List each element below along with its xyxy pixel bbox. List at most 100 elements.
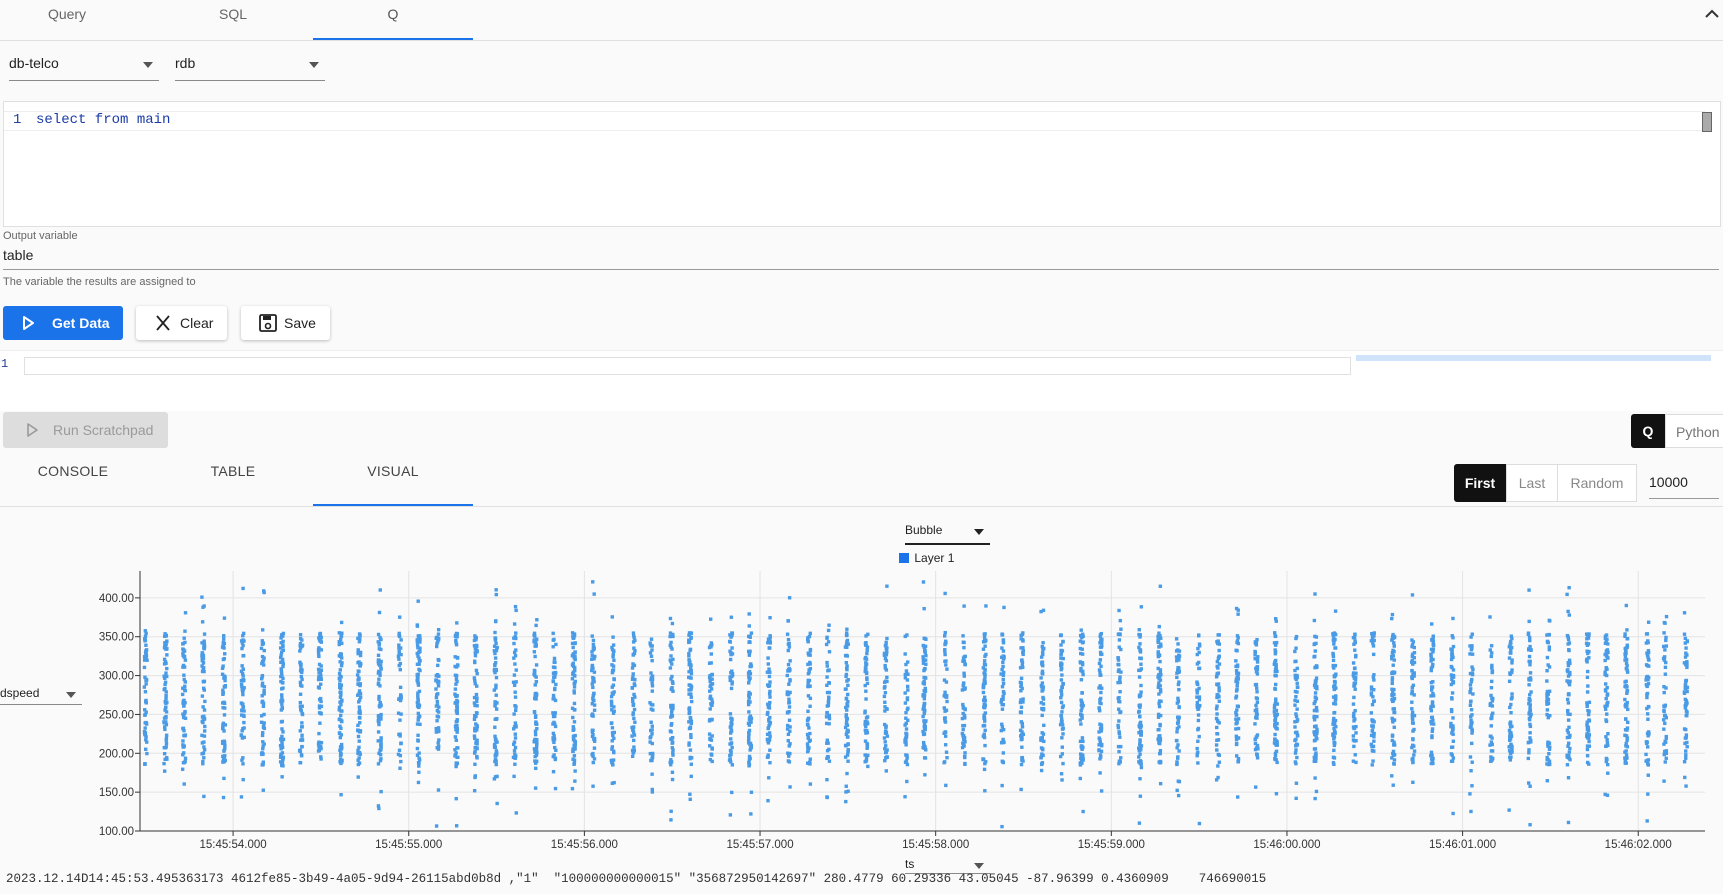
data-point xyxy=(1118,680,1122,685)
tab-visual[interactable]: VISUAL xyxy=(313,456,473,506)
data-point xyxy=(729,674,734,679)
data-point xyxy=(339,683,344,687)
data-point xyxy=(572,701,577,706)
last-button[interactable]: Last xyxy=(1506,464,1558,502)
clear-button[interactable]: Clear xyxy=(136,306,227,340)
data-point xyxy=(435,640,440,644)
data-point xyxy=(1585,723,1589,727)
x-column-select[interactable]: ts xyxy=(905,857,990,874)
data-point xyxy=(183,688,187,693)
scratchpad-input[interactable] xyxy=(24,357,1351,375)
data-point xyxy=(319,677,324,681)
data-point xyxy=(494,762,498,767)
data-point xyxy=(1527,696,1532,701)
data-point xyxy=(1157,734,1161,738)
data-point xyxy=(765,737,770,742)
data-point xyxy=(1177,749,1181,753)
data-point xyxy=(475,644,479,648)
editor-code[interactable]: select from main xyxy=(36,112,171,128)
data-point xyxy=(223,723,228,727)
data-point xyxy=(863,722,867,726)
data-point xyxy=(377,641,382,646)
data-point xyxy=(1175,671,1179,675)
data-point xyxy=(1623,632,1627,636)
lang-q-button[interactable]: Q xyxy=(1631,414,1665,448)
data-point xyxy=(316,647,321,652)
data-point xyxy=(1662,752,1666,757)
data-point xyxy=(1372,678,1376,682)
data-point xyxy=(573,679,577,684)
get-data-button[interactable]: Get Data xyxy=(3,306,123,340)
tab-q[interactable]: Q xyxy=(313,0,473,40)
data-point xyxy=(1529,712,1533,717)
data-point xyxy=(1392,710,1396,715)
data-point xyxy=(534,739,538,744)
data-point xyxy=(1039,768,1044,773)
data-point xyxy=(1041,732,1046,736)
data-point xyxy=(221,739,225,744)
data-point xyxy=(534,644,538,648)
tab-query[interactable]: Query xyxy=(47,6,87,22)
data-point xyxy=(1080,635,1084,640)
scratchpad-editor[interactable]: 1 xyxy=(0,350,1723,411)
data-point xyxy=(240,708,244,712)
floppy-disk-icon xyxy=(259,306,277,352)
data-point xyxy=(472,695,477,700)
data-point xyxy=(358,729,363,733)
data-point xyxy=(844,631,849,635)
data-point xyxy=(1527,654,1532,659)
tab-console[interactable]: CONSOLE xyxy=(37,463,109,479)
data-point xyxy=(319,675,323,680)
collapse-icon[interactable] xyxy=(1705,6,1719,24)
data-point xyxy=(592,736,597,741)
data-point xyxy=(1646,717,1650,721)
data-point xyxy=(1196,727,1200,732)
data-point xyxy=(1312,724,1317,729)
chart-type-select[interactable]: Bubble xyxy=(905,521,990,545)
save-button[interactable]: Save xyxy=(241,306,330,340)
data-point xyxy=(768,680,772,684)
data-point xyxy=(747,723,752,727)
first-button[interactable]: First xyxy=(1454,464,1506,502)
data-point xyxy=(749,745,754,749)
data-point xyxy=(1195,680,1199,684)
database-select[interactable]: db-telco xyxy=(9,50,159,81)
data-point xyxy=(610,708,614,712)
run-scratchpad-button[interactable]: Run Scratchpad xyxy=(3,412,168,448)
data-point xyxy=(1470,652,1475,656)
data-point xyxy=(943,652,947,657)
data-point xyxy=(1021,665,1025,669)
play-icon xyxy=(21,306,35,352)
data-point xyxy=(379,712,383,717)
data-point xyxy=(416,698,420,702)
data-point xyxy=(865,677,869,682)
data-point xyxy=(1684,784,1688,788)
data-point xyxy=(551,769,556,774)
data-point xyxy=(1528,731,1532,735)
data-point xyxy=(1468,725,1473,729)
editor-scrollbar[interactable] xyxy=(1702,112,1712,132)
data-point xyxy=(317,744,321,748)
data-point xyxy=(473,736,477,741)
data-point xyxy=(650,732,654,736)
row-count-input[interactable]: 10000 xyxy=(1649,464,1719,499)
random-button[interactable]: Random xyxy=(1557,464,1637,502)
y-column-select[interactable]: dspeed xyxy=(0,684,82,705)
data-point xyxy=(806,736,810,740)
output-variable-input[interactable]: table xyxy=(3,245,1719,270)
data-point xyxy=(454,693,458,698)
data-point xyxy=(280,763,284,768)
data-point xyxy=(882,686,887,690)
tab-table[interactable]: TABLE xyxy=(210,463,256,479)
data-point xyxy=(825,741,829,745)
lang-python-button[interactable]: Python xyxy=(1665,414,1723,448)
data-point xyxy=(1020,638,1025,642)
data-point xyxy=(512,656,516,660)
process-select[interactable]: rdb xyxy=(175,50,325,81)
data-point xyxy=(1370,634,1375,639)
data-point xyxy=(356,669,361,673)
data-point xyxy=(240,684,244,689)
data-point xyxy=(183,716,188,720)
query-editor[interactable]: 1 select from main xyxy=(3,101,1721,227)
tab-sql[interactable]: SQL xyxy=(218,6,247,22)
